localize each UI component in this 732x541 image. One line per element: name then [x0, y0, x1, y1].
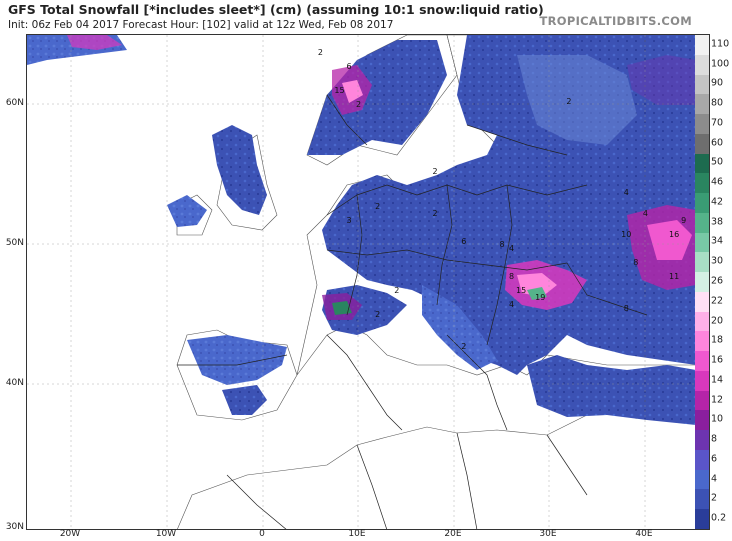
snowfall-value-label: 9 — [681, 216, 686, 225]
colorbar-swatch — [695, 449, 709, 471]
colorbar-swatch — [695, 469, 709, 490]
colorbar-swatch — [695, 153, 709, 174]
colorbar-label: 18 — [711, 334, 724, 346]
graticule — [27, 35, 696, 529]
colorbar-label: 14 — [711, 374, 724, 386]
colorbar-label: 110 — [711, 38, 730, 50]
colorbar-swatch — [695, 74, 709, 95]
snowfall-value-labels: 262152223648815194222101616948111684232 — [318, 48, 686, 351]
lat-label-60n: 60N — [5, 98, 24, 108]
snowfall-value-label: 8 — [624, 304, 629, 313]
colorbar-label: 60 — [711, 137, 724, 149]
snowfall-value-label: 2 — [394, 286, 399, 295]
snowfall-value-label: 4 — [624, 188, 629, 197]
snowfall-value-label: 2 — [566, 97, 571, 106]
snowfall-value-label: 2 — [433, 209, 438, 218]
map-subtitle: Init: 06z Feb 04 2017 Forecast Hour: [10… — [8, 19, 394, 31]
lat-label-30n: 30N — [5, 522, 24, 532]
lon-label-10w: 10W — [155, 529, 177, 539]
colorbar-label: 30 — [711, 255, 724, 267]
colorbar-label: 34 — [711, 235, 724, 247]
boundary-lines — [177, 94, 648, 529]
colorbar-swatch — [695, 370, 709, 392]
colorbar-label: 100 — [711, 58, 730, 70]
colorbar-label: 12 — [711, 394, 724, 406]
lon-label-20w: 20W — [59, 529, 81, 539]
colorbar-swatch — [695, 331, 709, 352]
colorbar-swatch — [695, 35, 709, 56]
snowfall-value-label: 19 — [535, 293, 545, 302]
colorbar-label: 80 — [711, 97, 724, 109]
colorbar-label: 50 — [711, 156, 724, 168]
colorbar-label: 10 — [711, 413, 724, 425]
colorbar-swatch — [695, 212, 709, 234]
colorbar-swatch — [695, 193, 709, 214]
colorbar-swatch — [695, 291, 709, 313]
colorbar-swatch — [695, 252, 709, 273]
lon-label-30e: 30E — [539, 529, 557, 539]
colorbar-swatch — [695, 410, 709, 431]
colorbar-swatch — [695, 133, 709, 155]
colorbar-label: 90 — [711, 77, 724, 89]
colorbar-swatch — [695, 311, 709, 332]
colorbar-label: 26 — [711, 275, 724, 287]
colorbar-label: 16 — [711, 354, 724, 366]
colorbar-swatch — [695, 232, 709, 253]
lon-label-10e: 10E — [348, 529, 366, 539]
snowfall-value-label: 8 — [633, 258, 638, 267]
snowfall-value-label: 6 — [461, 237, 466, 246]
colorbar-swatch — [695, 509, 709, 530]
snowfall-value-label: 2 — [356, 100, 361, 109]
colorbar-swatch — [695, 489, 709, 510]
snowfall-value-label: 11 — [669, 272, 679, 281]
snowfall-value-label: 4 — [643, 209, 648, 218]
colorbar-label: 8 — [711, 433, 718, 445]
snowfall-map: 262152223648815194222101616948111684232 — [26, 34, 697, 530]
colorbar-label: 70 — [711, 117, 724, 129]
lon-label-20e: 20E — [444, 529, 462, 539]
colorbar-label: 6 — [711, 453, 718, 465]
snowfall-value-label: 15 — [334, 86, 344, 95]
colorbar-swatch — [695, 114, 709, 135]
snowfall-value-label: 8 — [499, 240, 504, 249]
snowfall-value-label: 4 — [509, 244, 514, 253]
map-canvas: 262152223648815194222101616948111684232 — [27, 35, 696, 529]
colorbar-label: 0.2 — [711, 512, 727, 524]
snowfall-value-label: 3 — [346, 216, 351, 225]
colorbar-swatch — [695, 173, 709, 194]
colorbar-swatch — [695, 351, 709, 372]
brand-watermark: TROPICALTIDBITS.COM — [539, 14, 692, 28]
colorbar-label: 2 — [711, 492, 718, 504]
colorbar-swatch — [695, 94, 709, 115]
lat-label-50n: 50N — [5, 238, 24, 248]
colorbar — [695, 34, 710, 530]
snowfall-shading — [27, 35, 696, 425]
snowfall-value-label: 4 — [509, 300, 514, 309]
colorbar-swatch — [695, 390, 709, 411]
colorbar-label: 42 — [711, 196, 724, 208]
snowfall-value-label: 2 — [433, 167, 438, 176]
snowfall-value-label: 2 — [318, 48, 323, 57]
colorbar-label: 38 — [711, 216, 724, 228]
snowfall-value-label: 6 — [346, 62, 351, 71]
colorbar-label: 4 — [711, 473, 718, 485]
snowfall-value-label: 10 — [621, 230, 631, 239]
snowfall-value-label: 8 — [509, 272, 514, 281]
snowfall-value-label: 15 — [516, 286, 526, 295]
colorbar-label: 22 — [711, 295, 724, 307]
map-title: GFS Total Snowfall [*includes sleet*] (c… — [8, 2, 544, 17]
colorbar-swatch — [695, 272, 709, 293]
colorbar-swatch — [695, 54, 709, 75]
snowfall-value-label: 2 — [375, 202, 380, 211]
lat-label-40n: 40N — [5, 378, 24, 388]
lon-label-0: 0 — [259, 529, 265, 539]
snowfall-value-label: 2 — [375, 310, 380, 319]
colorbar-swatch — [695, 430, 709, 451]
snowfall-value-label: 16 — [669, 230, 679, 239]
snowfall-value-label: 2 — [461, 342, 466, 351]
colorbar-label: 46 — [711, 176, 724, 188]
colorbar-label: 20 — [711, 315, 724, 327]
lon-label-40e: 40E — [635, 529, 653, 539]
